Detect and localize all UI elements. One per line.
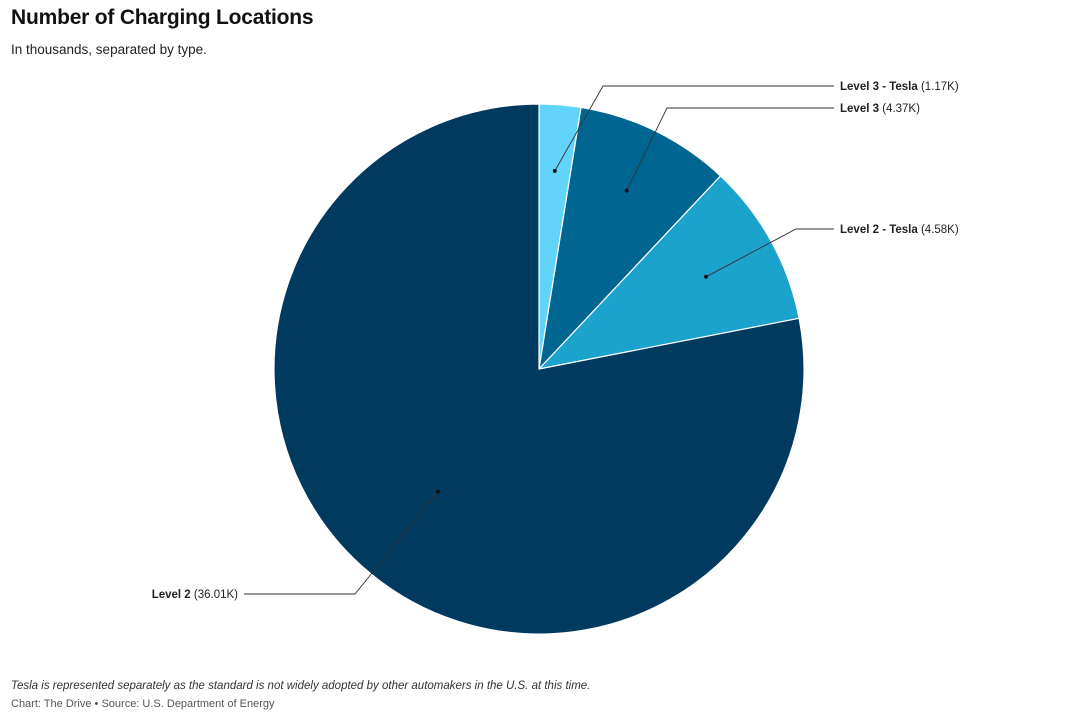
leader-line-level-2: [244, 491, 439, 595]
leader-dot-level-3-tesla: [552, 168, 557, 173]
leader-dot-level-2: [435, 489, 440, 494]
slice-label-level-3-tesla: Level 3 - Tesla (1.17K): [840, 81, 959, 93]
slice-label-level-2: Level 2 (36.01K): [152, 589, 238, 601]
chart-subtitle: In thousands, separated by type.: [11, 42, 207, 57]
leader-line-level-2-tesla: [705, 228, 834, 278]
leader-dot-level-2-tesla: [704, 274, 709, 279]
chart-title: Number of Charging Locations: [11, 6, 314, 29]
slice-label-level-3: Level 3 (4.37K): [840, 103, 920, 115]
slice-label-level-2-tesla: Level 2 - Tesla (4.58K): [840, 224, 959, 236]
pie-slice-level-2-tesla: [537, 175, 800, 370]
pie-slice-level-2: [273, 103, 805, 635]
source-credit: Chart: The Drive • Source: U.S. Departme…: [11, 698, 275, 710]
pie-chart: Level 3 - Tesla (1.17K) Level 3 (4.37K) Le…: [152, 81, 959, 635]
footnote: Tesla is represented separately as the s…: [11, 680, 591, 692]
leader-line-level-3: [626, 107, 834, 191]
leader-line-level-3-tesla: [554, 85, 834, 172]
leader-dot-level-3: [624, 188, 629, 193]
